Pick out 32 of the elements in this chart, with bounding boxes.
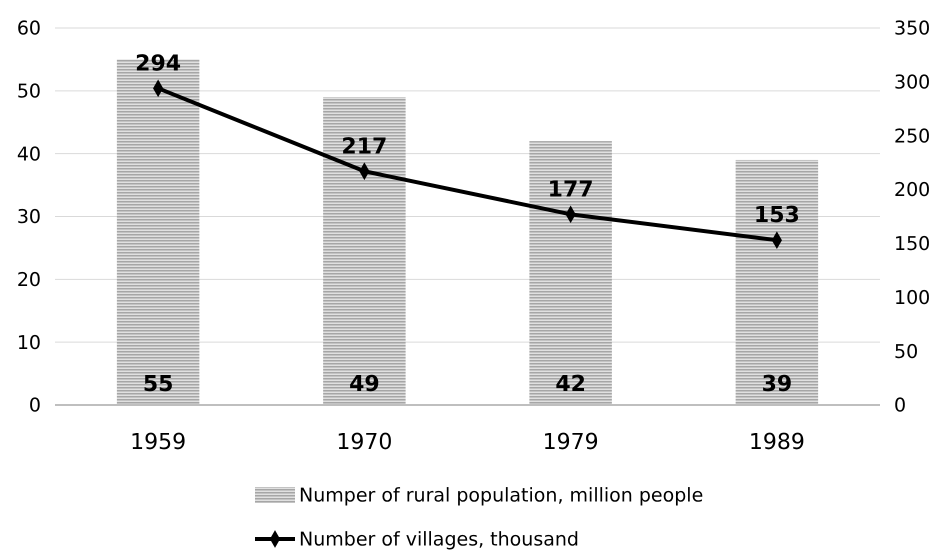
bar [529, 141, 612, 405]
bar [323, 97, 406, 405]
y-tick-label: 30 [16, 206, 41, 228]
data-label: 177 [548, 177, 594, 202]
x-tick-label: 1979 [542, 430, 599, 455]
bar [736, 160, 818, 405]
x-tick-label: 1989 [748, 430, 805, 455]
y2-tick-label: 250 [894, 125, 930, 148]
y2-tick-label: 350 [894, 18, 930, 40]
data-label: 42 [555, 372, 586, 397]
legend-label: Numper of rural population, million people [299, 484, 704, 507]
y2-tick-label: 300 [894, 72, 930, 94]
y2-tick-label: 0 [894, 394, 906, 417]
x-tick-label: 1959 [130, 430, 186, 455]
y-tick-label: 60 [16, 18, 41, 40]
data-label: 55 [142, 372, 174, 397]
y-tick-label: 40 [16, 143, 41, 166]
data-label: 294 [135, 51, 182, 76]
data-label: 49 [349, 372, 380, 397]
y2-tick-label: 100 [894, 286, 930, 309]
data-label: 217 [341, 134, 388, 160]
y-tick-label: 0 [28, 394, 41, 417]
data-label: 39 [762, 372, 792, 397]
data-label: 153 [754, 203, 800, 228]
y2-tick-label: 200 [894, 179, 930, 202]
y2-tick-label: 50 [894, 340, 918, 363]
legend-label: Number of villages, thousand [299, 528, 579, 551]
y-tick-label: 50 [16, 80, 41, 102]
y2-tick-label: 150 [894, 233, 930, 256]
y-tick-label: 20 [16, 268, 41, 291]
y-tick-label: 10 [16, 332, 41, 354]
x-tick-label: 1970 [336, 430, 392, 455]
